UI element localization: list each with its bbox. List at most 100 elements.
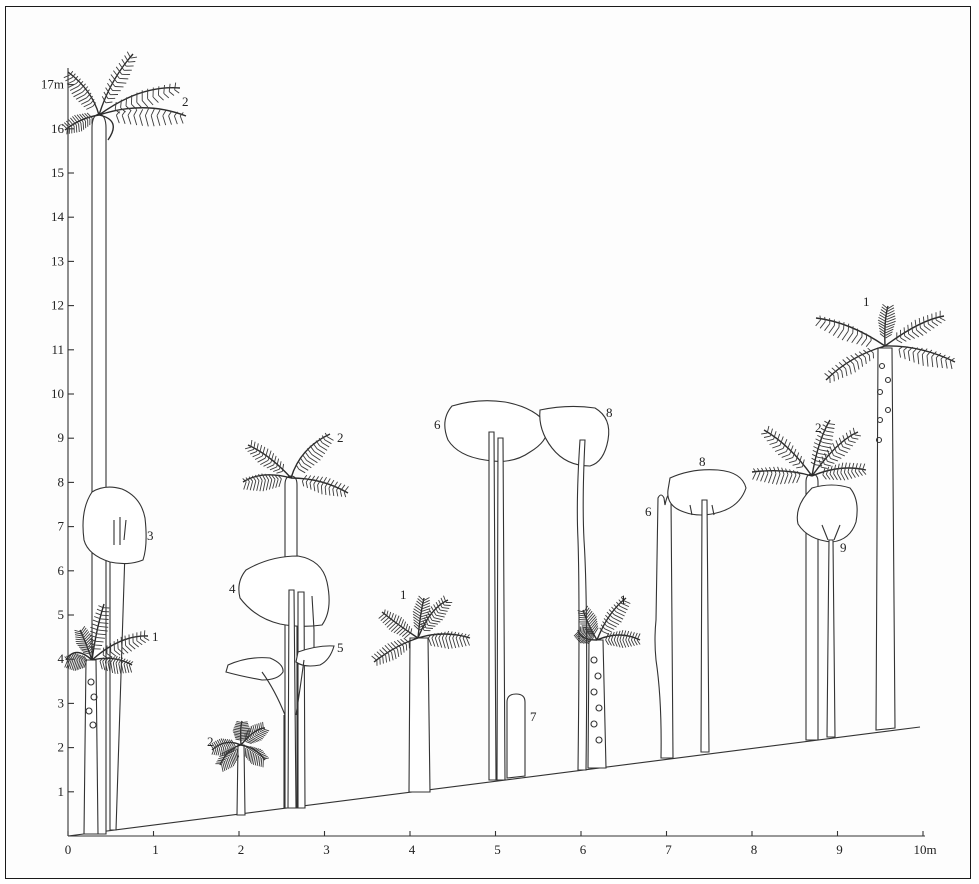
palm-leaflet — [882, 303, 889, 310]
palm-leaflet — [218, 738, 225, 749]
palm-leaflet — [81, 659, 86, 669]
palm-leaflet — [95, 612, 102, 616]
palm-leaflet — [591, 623, 598, 631]
palm-leaflet — [281, 463, 285, 472]
palm-leaflet — [780, 473, 785, 485]
palm-leaflet — [279, 461, 282, 470]
palm-leaflet — [576, 632, 584, 641]
palm-leaflet — [82, 121, 85, 130]
palm-leaflet — [264, 448, 269, 459]
palm-leaflet — [309, 482, 312, 490]
palm-leaflet — [116, 111, 120, 116]
palm-leaflet — [819, 453, 828, 456]
palm-leaflet — [851, 462, 855, 472]
palm-leaflet — [400, 619, 405, 627]
palm-leaflet — [174, 82, 177, 90]
palm-leaflet — [253, 441, 256, 450]
palm-leaflet — [102, 656, 107, 662]
palm-leaflet — [769, 441, 777, 445]
palm-leaflet — [241, 726, 250, 728]
palm-leaflet — [74, 659, 79, 672]
palm-leaflet — [143, 630, 146, 638]
palm-leaflet — [139, 109, 144, 116]
palm-leaflet — [120, 99, 122, 108]
palm-leaflet — [407, 625, 411, 632]
palm-leaflet — [311, 454, 321, 461]
plant-label: 6 — [434, 417, 441, 432]
palm-leaflet — [261, 446, 266, 457]
palm-leaflet — [418, 595, 424, 602]
palm-leaflet — [777, 451, 787, 456]
palm-leaflet — [443, 595, 447, 603]
palm-leaflet — [272, 479, 276, 489]
plant-label: 3 — [147, 528, 154, 543]
palm-leaflet — [796, 475, 801, 483]
palm-leaflet — [841, 330, 849, 341]
y-tick-label: 5 — [58, 607, 65, 622]
palm-leaflet — [812, 449, 820, 455]
palm-leaflet — [584, 636, 592, 644]
palm-leaflet — [75, 640, 85, 643]
palm-leaflet — [235, 722, 242, 725]
palm-leaflet — [577, 610, 584, 613]
palm-leaflet — [420, 623, 425, 631]
palm-leaflet — [78, 659, 83, 670]
palm-leaflet — [839, 449, 848, 454]
palm-leaflet — [258, 473, 263, 481]
palm-leaflet — [115, 66, 123, 75]
palm-leaflet — [867, 347, 874, 354]
palm-leaflet — [792, 463, 800, 466]
palm-leaflet — [898, 349, 902, 358]
palm-leaflet — [241, 732, 250, 735]
palm-leaflet — [619, 639, 624, 649]
palm-leaflet — [420, 618, 429, 623]
palm-leaflet — [150, 108, 155, 116]
palm-leaflet — [230, 754, 236, 765]
palm-leaflet — [774, 447, 784, 452]
palm-leaflet — [86, 105, 93, 110]
palm-leaflet — [775, 473, 781, 485]
palm-leaflet — [824, 463, 832, 467]
plant-5-broadleaf — [225, 645, 335, 808]
palm-leaflet — [79, 113, 86, 122]
palm-leaflet — [268, 479, 273, 490]
palm-leaflet — [343, 486, 349, 493]
palm-leaflet — [788, 474, 793, 484]
palm-leaflet — [419, 623, 427, 628]
palm-leaflet — [908, 333, 915, 339]
palm-leaflet — [843, 462, 847, 473]
palm-leaflet — [785, 468, 789, 475]
palm-leaflet — [828, 423, 836, 426]
palm-leaflet — [174, 111, 178, 117]
palm-leaflet — [156, 109, 161, 116]
palm-leaflet — [81, 113, 89, 121]
palm-leaflet — [382, 657, 384, 664]
x-tick-label: 4 — [409, 842, 416, 857]
palm-leaflet — [585, 609, 591, 617]
palm-leaflet — [266, 464, 274, 469]
palm-leaflet — [440, 597, 445, 606]
plant-labels: 2 3 1 2 4 5 2 1 6 7 8 1 6 8 2 9 1 — [147, 94, 870, 749]
palm-leaflet — [636, 633, 641, 641]
palm-leaflet — [401, 630, 409, 637]
palm-leaflet — [854, 353, 862, 360]
palm-leaflet — [887, 304, 894, 310]
palm-leaflet — [313, 483, 316, 492]
palm-leaflet — [139, 115, 143, 126]
palm-leaflet — [304, 451, 310, 458]
palm-leaflet — [423, 617, 429, 626]
palm-leaflet — [77, 80, 84, 87]
palm-leaflet — [263, 462, 272, 467]
palm-leaflet — [97, 633, 107, 636]
palm-leaflet — [850, 354, 858, 363]
palm-leaflet — [887, 307, 895, 312]
x-tick-label: 10m — [913, 842, 936, 857]
palm-leaflet — [608, 632, 612, 641]
palm-leaflet — [317, 476, 323, 486]
palm-leaflet — [608, 609, 615, 616]
palm-leaflet — [849, 430, 853, 439]
palm-leaflet — [245, 477, 250, 482]
palm-leaflet — [129, 661, 134, 666]
y-tick-label: 3 — [58, 695, 65, 710]
palm-leaflet — [395, 615, 400, 623]
